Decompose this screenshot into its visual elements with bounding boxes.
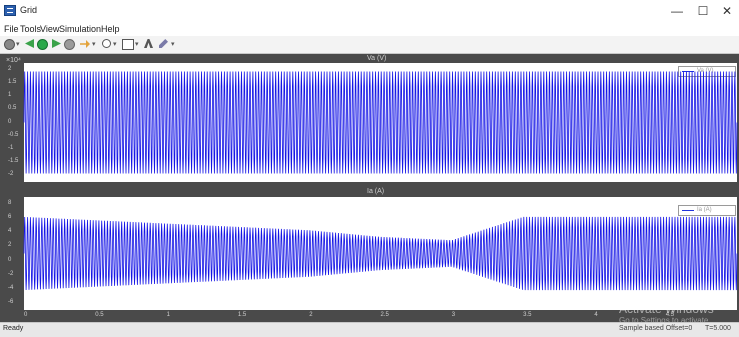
legend-va-line-icon <box>682 71 694 72</box>
minimize-button[interactable]: — <box>671 4 683 18</box>
ytick-label: -1 <box>8 144 14 151</box>
status-ready: Ready <box>3 325 24 332</box>
menu-bar: File Tools View Simulation Help <box>0 22 739 36</box>
xtick-label: 0 <box>24 312 28 318</box>
series-ia-trace <box>23 216 738 291</box>
ytick-label: 2 <box>8 242 12 249</box>
ytick-label: 1.5 <box>8 78 17 85</box>
panel-1-title: Va (V) <box>367 55 387 62</box>
xtick-label: 2.5 <box>380 312 389 318</box>
toolbar: ▾ ▾ ▾ ▾ ▾ <box>0 36 739 54</box>
menu-view[interactable]: View <box>40 24 60 34</box>
ytick-label: 4 <box>8 228 12 235</box>
status-time: T=5.000 <box>705 325 731 332</box>
chevron-down-icon[interactable]: ▾ <box>92 41 96 48</box>
panel-1-exponent: ×10⁴ <box>6 57 21 64</box>
activate-windows-watermark: Activate Windows <box>619 302 714 316</box>
xtick-label: 0.5 <box>95 312 104 318</box>
menu-help[interactable]: Help <box>101 24 120 34</box>
menu-tools[interactable]: Tools <box>20 24 42 34</box>
xtick-label: 3 <box>451 312 456 318</box>
legend-va[interactable]: Va (V) <box>678 66 736 77</box>
legend-ia[interactable]: Ia (A) <box>678 205 736 216</box>
fit-to-view-icon[interactable] <box>122 39 134 50</box>
status-sample-based: Sample based Offset=0 <box>619 325 693 332</box>
title-bar: Grid — ☐ ✕ <box>0 0 739 22</box>
ytick-label: 1 <box>8 92 12 99</box>
ytick-label: -1.5 <box>8 158 19 165</box>
ytick-label: 0.5 <box>8 105 17 112</box>
window-title: Grid <box>20 5 38 15</box>
ytick-label: -4 <box>8 284 14 291</box>
legend-ia-line-icon <box>682 210 694 211</box>
run-icon[interactable] <box>37 39 48 50</box>
ytick-label: 0 <box>8 118 12 125</box>
status-bar: Ready Sample based Offset=0 T=5.000 <box>0 322 739 337</box>
xtick-label: 4.5 <box>665 312 675 318</box>
chevron-down-icon[interactable]: ▾ <box>171 41 175 48</box>
highlight-block-icon[interactable] <box>80 40 90 48</box>
menu-simulation[interactable]: Simulation <box>59 24 102 34</box>
panel-2-title: Ia (A) <box>367 188 385 195</box>
chevron-down-icon[interactable]: ▾ <box>16 41 20 48</box>
xtick-label: 1 <box>166 312 170 318</box>
ytick-label: -0.5 <box>8 131 19 138</box>
legend-va-label: Va (V) <box>697 68 714 74</box>
ytick-label: 0 <box>8 256 12 263</box>
ytick-label: -6 <box>8 298 14 305</box>
ytick-label: -2 <box>8 270 14 277</box>
zoom-in-icon[interactable] <box>102 39 111 48</box>
chevron-down-icon[interactable]: ▾ <box>113 41 117 48</box>
scope-app-icon <box>4 5 16 16</box>
close-button[interactable]: ✕ <box>721 4 733 18</box>
xtick-label: 1.5 <box>237 312 247 318</box>
edit-style-icon[interactable] <box>159 39 168 48</box>
stop-icon[interactable] <box>64 39 75 50</box>
step-forward-icon[interactable] <box>52 39 61 48</box>
settings-gear-icon[interactable] <box>4 39 15 50</box>
ytick-label: 2 <box>8 65 12 72</box>
maximize-button[interactable]: ☐ <box>697 4 709 18</box>
ytick-label: 6 <box>8 214 12 221</box>
ytick-label: -2 <box>8 171 14 178</box>
ytick-label: 8 <box>8 200 12 207</box>
xtick-label: 2 <box>309 312 313 318</box>
series-va-trace <box>23 71 738 174</box>
step-back-icon[interactable] <box>25 39 34 48</box>
chevron-down-icon[interactable]: ▾ <box>135 41 139 48</box>
legend-ia-label: Ia (A) <box>697 207 712 213</box>
xtick-label: 4 <box>594 312 598 318</box>
xtick-label: 3.5 <box>523 312 532 318</box>
menu-file[interactable]: File <box>4 24 19 34</box>
